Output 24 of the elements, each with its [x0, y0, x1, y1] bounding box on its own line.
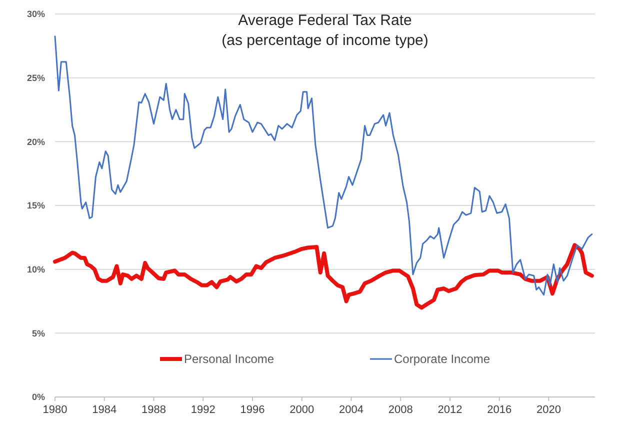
y-tick-label: 30% [26, 9, 45, 20]
x-tick-label: 1984 [92, 404, 117, 416]
x-tick-label: 2016 [487, 404, 512, 416]
x-tick-label: 1988 [142, 404, 166, 416]
y-tick-label: 0% [32, 392, 45, 402]
legend-label: Personal Income [184, 352, 274, 366]
line-series [53, 243, 594, 310]
y-tick-label: 25% [26, 72, 45, 83]
legend-label: Corporate Income [394, 352, 490, 366]
x-tick-label: 2004 [338, 404, 364, 416]
text: (as percentage of income type) [222, 32, 428, 49]
chart-title: Average Federal Tax Rate [238, 12, 412, 29]
y-tick-label: 15% [26, 200, 45, 211]
x-tick-label: 2008 [388, 404, 413, 416]
x-tick-label: 2000 [290, 404, 314, 416]
y-tick-label: 5% [32, 328, 45, 338]
x-tick-label: 1980 [42, 404, 68, 416]
x-tick-label: 1996 [240, 404, 265, 416]
x-tick-label: 1992 [190, 404, 216, 416]
x-tick-label: 2012 [438, 404, 462, 416]
y-tick-label: 20% [26, 136, 45, 147]
y-tick-label: 10% [26, 264, 45, 274]
line-series [54, 36, 593, 296]
x-tick-label: 2020 [536, 404, 561, 416]
